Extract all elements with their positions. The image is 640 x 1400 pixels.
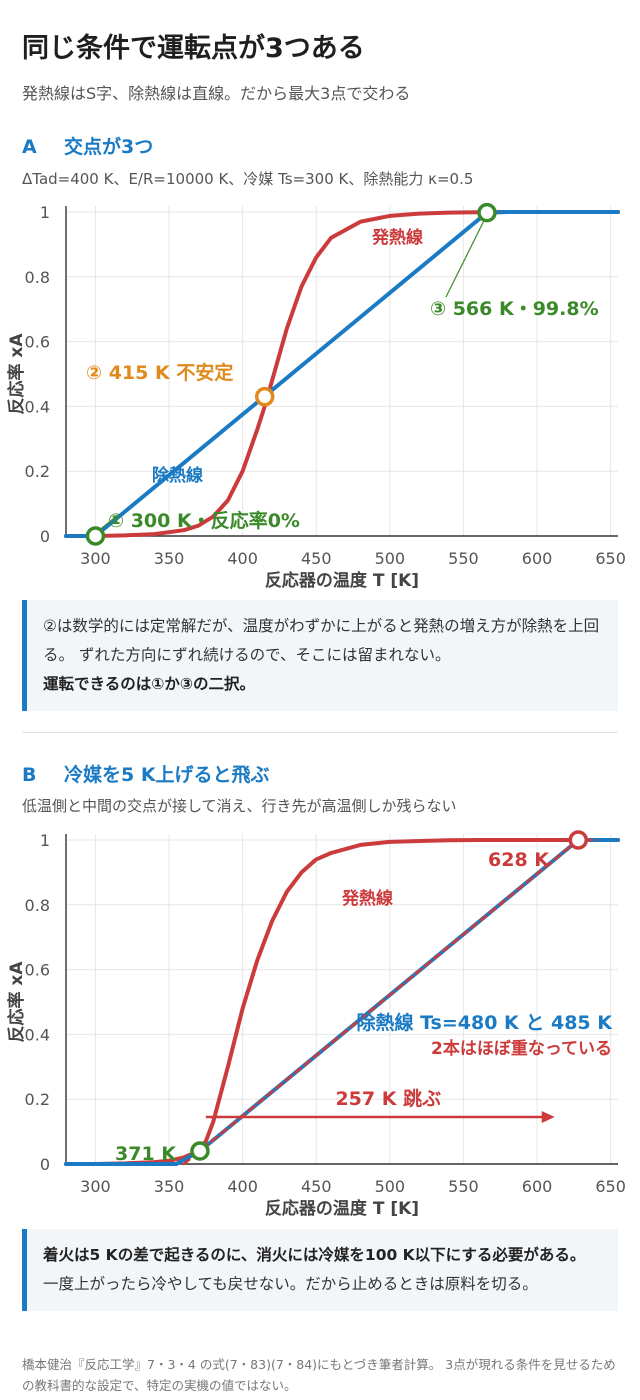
y-tick-label: 0.4 bbox=[25, 1025, 50, 1044]
x-axis-label: 反応器の温度 T [K] bbox=[265, 570, 419, 591]
chart-annotation: 2本はほぼ重なっている bbox=[431, 1038, 612, 1059]
note-a: ②は数学的には定常解だが、温度がわずかに上がると発熱の増え方が除熱を上回る。 ず… bbox=[22, 600, 618, 711]
x-tick-label: 350 bbox=[154, 1177, 185, 1196]
x-tick-label: 550 bbox=[448, 549, 479, 568]
y-axis-label: 反応率 xA bbox=[6, 961, 27, 1043]
section-b-subtitle: 低温側と中間の交点が接して消え、行き先が高温側しか残らない bbox=[22, 797, 457, 815]
x-tick-label: 300 bbox=[80, 549, 111, 568]
intersection-point-p2 bbox=[568, 830, 589, 850]
point-label-p2: ② 415 K 不安定 bbox=[86, 361, 233, 384]
section-a-subtitle: ΔTad=400 K、E/R=10000 K、冷媒 Ts=300 K、除熱能力 … bbox=[22, 170, 474, 188]
page-title: 同じ条件で運転点が3つある bbox=[22, 33, 365, 64]
x-tick-label: 500 bbox=[375, 1177, 406, 1196]
section-a-heading: A 交点が3つ bbox=[22, 132, 153, 159]
x-tick-label: 450 bbox=[301, 549, 332, 568]
point-label-p3: ③ 566 K・99.8% bbox=[430, 298, 599, 320]
y-tick-label: 0.6 bbox=[25, 961, 50, 980]
point-label-p2: 628 K bbox=[488, 849, 550, 871]
leader-line-p3 bbox=[445, 220, 485, 298]
x-tick-label: 600 bbox=[522, 1177, 553, 1196]
intersection-point-p2 bbox=[254, 386, 275, 407]
y-tick-label: 0.4 bbox=[25, 397, 50, 416]
note-b-text: 一度上がったら冷やしても戻せない。だから止めるときは原料を切る。 bbox=[43, 1275, 538, 1293]
x-tick-label: 550 bbox=[448, 1177, 479, 1196]
note-a-bold: 運転できるのは①か③の二択。 bbox=[43, 675, 255, 693]
y-tick-label: 0.8 bbox=[25, 896, 50, 915]
y-tick-label: 0.2 bbox=[25, 462, 50, 481]
x-tick-label: 650 bbox=[595, 549, 626, 568]
section-b-letter: B bbox=[22, 764, 37, 786]
note-b-bold: 着火は5 Kの差で起きるのに、消火には冷媒を100 K以下にする必要がある。 bbox=[43, 1246, 586, 1264]
note-b: 着火は5 Kの差で起きるのに、消火には冷媒を100 K以下にする必要がある。 一… bbox=[22, 1229, 618, 1311]
footnote: 橋本健治『反応工学』7・3・4 の式(7・83)(7・84)にもとづき筆者計算。… bbox=[22, 1357, 616, 1393]
section-b-heading: B 冷媒を5 K上げると飛ぶ bbox=[22, 760, 270, 787]
chart-b: 300 350 400 450 500 550 600 650 0 0.2 0.4 0.6 0.8 1 反応… bbox=[6, 830, 626, 1219]
chart-annotation: 発熱線 bbox=[341, 888, 393, 909]
chart-a: 300 350 400 450 500 550 600 650 0 0.2 0.4 0.6 0.8 1 反応… bbox=[6, 202, 626, 591]
x-tick-label: 400 bbox=[227, 549, 258, 568]
section-divider bbox=[22, 732, 618, 733]
x-tick-label: 350 bbox=[154, 549, 185, 568]
intersection-point-p1 bbox=[85, 526, 106, 546]
y-tick-label: 0 bbox=[40, 527, 50, 546]
y-tick-label: 0 bbox=[40, 1155, 50, 1174]
point-label-p1: ① 300 K・反応率0% bbox=[108, 509, 300, 532]
jump-arrow-head bbox=[541, 1111, 555, 1124]
x-tick-label: 300 bbox=[80, 1177, 111, 1196]
leader-line-p1 bbox=[99, 514, 119, 531]
y-tick-label: 1 bbox=[40, 203, 50, 222]
y-tick-label: 0.6 bbox=[25, 333, 50, 352]
x-tick-label: 450 bbox=[301, 1177, 332, 1196]
page-subtitle: 発熱線はS字、除熱線は直線。だから最大3点で交わる bbox=[22, 84, 411, 103]
chart-annotation: 発熱線 bbox=[371, 227, 423, 248]
y-tick-label: 1 bbox=[40, 831, 50, 850]
intersection-point-p3 bbox=[477, 202, 497, 223]
intersection-point-p1 bbox=[190, 1141, 210, 1161]
section-b-title: 冷媒を5 K上げると飛ぶ bbox=[64, 764, 270, 786]
y-tick-label: 0.8 bbox=[25, 268, 50, 287]
x-tick-label: 600 bbox=[522, 549, 553, 568]
x-tick-label: 650 bbox=[595, 1177, 626, 1196]
x-tick-label: 500 bbox=[375, 549, 406, 568]
y-axis-label: 反応率 xA bbox=[6, 333, 27, 415]
point-label-p1: 371 K bbox=[115, 1143, 177, 1165]
x-axis-label: 反応器の温度 T [K] bbox=[265, 1198, 419, 1219]
x-tick-label: 400 bbox=[227, 1177, 258, 1196]
jump-arrow-label: 257 K 跳ぶ bbox=[335, 1087, 441, 1110]
chart-annotation: 除熱線 Ts=480 K と 485 K bbox=[356, 1011, 613, 1034]
chart-annotation: 除熱線 bbox=[152, 465, 203, 486]
y-tick-label: 0.2 bbox=[25, 1090, 50, 1109]
note-a-text: ②は数学的には定常解だが、温度がわずかに上がると発熱の増え方が除熱を上回る。 ず… bbox=[43, 617, 600, 664]
heat-generation-line bbox=[64, 838, 620, 1166]
section-a-letter: A bbox=[22, 136, 37, 158]
section-a-title: 交点が3つ bbox=[64, 136, 154, 158]
